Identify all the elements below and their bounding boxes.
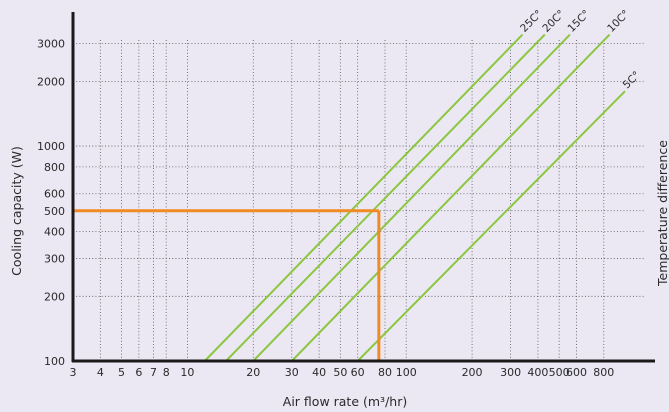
axes [71, 12, 655, 363]
series-line [204, 33, 524, 362]
y-tick-label: 100 [44, 355, 65, 368]
x-tick-label: 40 [312, 366, 326, 379]
x-tick-label: 4 [97, 366, 104, 379]
x-tick-label: 10 [180, 366, 194, 379]
x-tick-label: 800 [593, 366, 614, 379]
x-tick-label: 400 [527, 366, 548, 379]
grid [73, 40, 645, 361]
right-axis-title: Temperature difference [655, 140, 669, 287]
x-tick-label: 3 [70, 366, 77, 379]
y-tick-label: 2000 [37, 75, 65, 88]
y-tick-label: 600 [44, 188, 65, 201]
x-tick-label: 600 [566, 366, 587, 379]
y-tick-label: 300 [44, 252, 65, 265]
x-tick-label: 200 [462, 366, 483, 379]
series-line [356, 90, 626, 362]
x-tick-label: 7 [150, 366, 157, 379]
x-tick-label: 60 [351, 366, 365, 379]
x-tick-label: 100 [396, 366, 417, 379]
y-tick-label: 500 [44, 205, 65, 218]
y-tick-label: 800 [44, 161, 65, 174]
x-tick-label: 500 [549, 366, 570, 379]
series-label: 10C° [605, 8, 632, 35]
series-label: 5C° [621, 69, 643, 91]
series-line [252, 33, 571, 362]
series-label: 20C° [540, 8, 567, 35]
series-line [225, 33, 546, 362]
series-labels: 25C°20C°15C° 10C° 5C° [518, 8, 643, 91]
series-lines [204, 33, 626, 362]
y-axis-title: Cooling capacity (W) [9, 146, 24, 276]
x-tick-label: 6 [135, 366, 142, 379]
series-label: 15C° [566, 8, 593, 35]
x-tick-label: 5 [118, 366, 125, 379]
x-tick-label: 8 [163, 366, 170, 379]
y-tick-label: 400 [44, 226, 65, 239]
y-tick-labels: 100 200 300 400 500 600 800 1000 2000 3000 [37, 38, 65, 369]
series-line [291, 33, 611, 362]
annotation-lines [73, 209, 381, 362]
x-tick-label: 300 [500, 366, 521, 379]
y-tick-label: 1000 [37, 140, 65, 153]
x-tick-label: 30 [285, 366, 299, 379]
x-axis-title: Air flow rate (m³/hr) [283, 394, 407, 409]
x-tick-label: 50 [333, 366, 347, 379]
x-tick-label: 80 [378, 366, 392, 379]
y-tick-label: 3000 [37, 38, 65, 51]
y-tick-label: 200 [44, 290, 65, 303]
x-tick-label: 20 [246, 366, 260, 379]
series-label: 25C° [518, 8, 545, 35]
